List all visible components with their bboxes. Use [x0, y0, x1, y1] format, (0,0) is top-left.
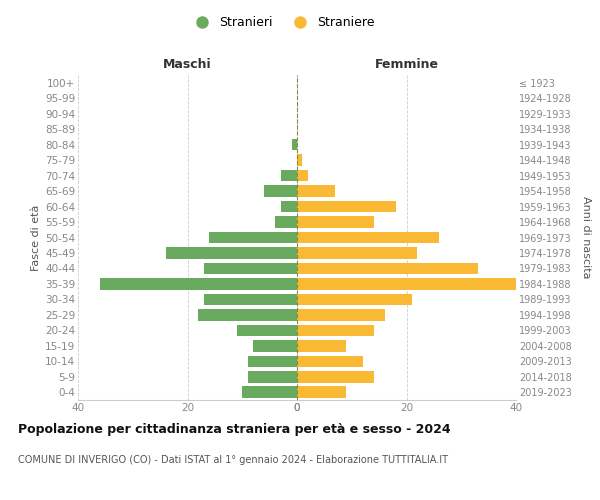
- Bar: [242, 386, 297, 398]
- Bar: [297, 154, 302, 166]
- Legend: Stranieri, Straniere: Stranieri, Straniere: [184, 11, 380, 34]
- Bar: [297, 356, 363, 367]
- Bar: [297, 386, 346, 398]
- Bar: [297, 170, 308, 181]
- Bar: [297, 186, 335, 197]
- Bar: [292, 139, 297, 150]
- Bar: [248, 371, 297, 382]
- Bar: [297, 247, 418, 259]
- Bar: [275, 216, 297, 228]
- Bar: [199, 309, 297, 320]
- Bar: [281, 200, 297, 212]
- Bar: [297, 232, 439, 243]
- Bar: [297, 294, 412, 305]
- Y-axis label: Anni di nascita: Anni di nascita: [581, 196, 591, 279]
- Bar: [297, 278, 516, 289]
- Bar: [100, 278, 297, 289]
- Title: Maschi: Maschi: [163, 58, 212, 71]
- Text: Popolazione per cittadinanza straniera per età e sesso - 2024: Popolazione per cittadinanza straniera p…: [18, 422, 451, 436]
- Text: COMUNE DI INVERIGO (CO) - Dati ISTAT al 1° gennaio 2024 - Elaborazione TUTTITALI: COMUNE DI INVERIGO (CO) - Dati ISTAT al …: [18, 455, 448, 465]
- Bar: [166, 247, 297, 259]
- Bar: [297, 200, 395, 212]
- Bar: [297, 371, 374, 382]
- Bar: [281, 170, 297, 181]
- Bar: [204, 294, 297, 305]
- Bar: [237, 324, 297, 336]
- Bar: [264, 186, 297, 197]
- Title: Femmine: Femmine: [374, 58, 439, 71]
- Bar: [297, 309, 385, 320]
- Bar: [297, 340, 346, 351]
- Bar: [297, 324, 374, 336]
- Bar: [253, 340, 297, 351]
- Bar: [204, 262, 297, 274]
- Bar: [209, 232, 297, 243]
- Bar: [297, 216, 374, 228]
- Y-axis label: Fasce di età: Fasce di età: [31, 204, 41, 270]
- Bar: [297, 262, 478, 274]
- Bar: [248, 356, 297, 367]
